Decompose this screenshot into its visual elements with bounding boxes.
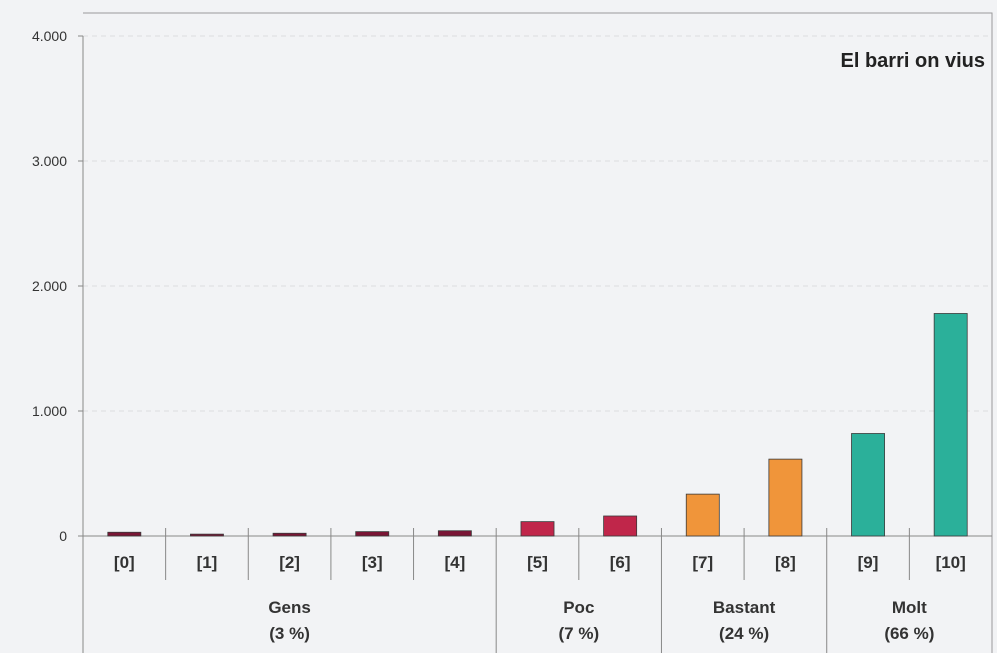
group-label: Poc [563, 598, 594, 617]
y-tick-label: 1.000 [32, 403, 67, 419]
bar [355, 531, 390, 537]
bar [520, 521, 555, 537]
bar [685, 493, 720, 537]
bar [933, 313, 968, 537]
chart-title: El barri on vius [841, 50, 985, 72]
bar [603, 515, 638, 537]
x-tick-label: [8] [775, 553, 796, 572]
group-label: Molt [892, 598, 927, 617]
y-tick-label: 0 [59, 528, 67, 544]
x-tick-label: [7] [692, 553, 713, 572]
group-percentage: (7 %) [559, 624, 600, 643]
group-label: Bastant [713, 598, 776, 617]
bar [768, 458, 803, 537]
group-percentage: (3 %) [269, 624, 310, 643]
group-label: Gens [268, 598, 311, 617]
x-tick-label: [3] [362, 553, 383, 572]
group-percentage: (24 %) [719, 624, 769, 643]
bar [107, 531, 142, 537]
x-tick-label: [6] [610, 553, 631, 572]
bar [437, 530, 472, 537]
x-tick-label: [5] [527, 553, 548, 572]
y-tick-label: 4.000 [32, 28, 67, 44]
group-percentage: (66 %) [884, 624, 934, 643]
x-tick-label: [2] [279, 553, 300, 572]
x-tick-label: [9] [858, 553, 879, 572]
bar [851, 433, 885, 537]
bar [272, 532, 307, 537]
y-tick-label: 2.000 [32, 278, 67, 294]
plot-border [83, 12, 993, 653]
x-tick-label: [1] [197, 553, 218, 572]
x-tick-label: [4] [444, 553, 465, 572]
y-tick-label: 3.000 [32, 153, 67, 169]
x-tick-label: [10] [936, 553, 966, 572]
x-tick-label: [0] [114, 553, 135, 572]
bar [190, 533, 224, 537]
